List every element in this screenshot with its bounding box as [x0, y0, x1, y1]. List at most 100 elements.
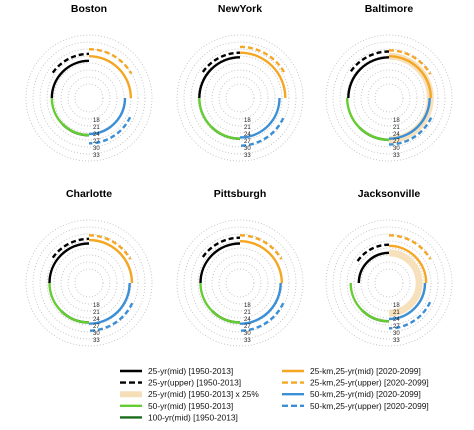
legend-item: 25-yr(upper) [1950-2013] — [120, 378, 241, 388]
ring-tick-label: 33 — [93, 338, 100, 344]
ring-tick-label: 21 — [93, 125, 100, 131]
legend-label: 25-yr(upper) [1950-2013] — [148, 378, 241, 388]
arc-25-yr-upper-1950-2013- — [356, 243, 390, 262]
ring-tick-label: 18 — [393, 118, 400, 124]
ring-tick-label: 27 — [244, 324, 251, 330]
legend-item: 25-yr(mid) [1950-2013] x 25% — [120, 389, 259, 399]
arc-25-km-25-yr-upper-2020-2099- — [239, 45, 286, 74]
ring-tick-label: 30 — [244, 331, 251, 337]
ring-tick-label: 24 — [93, 132, 100, 138]
arc-25-km-25-yr-upper-2020-2099- — [388, 234, 432, 260]
grid-ring — [325, 219, 453, 347]
arc-25-km-25-yr-mid-2020-2099- — [88, 238, 134, 284]
grid-ring — [353, 247, 425, 319]
ring-tick-label: 24 — [393, 132, 400, 138]
legend-label: 50-km,25-yr(upper) [2020-2099] — [310, 401, 429, 411]
grid-ring — [374, 83, 404, 113]
grid-ring — [346, 240, 432, 326]
arc-50-km-25-yr-upper-2020-2099- — [88, 302, 134, 332]
arc-25-km-25-yr-mid-2020-2099- — [388, 244, 428, 284]
arc-50-km-25-yr-upper-2020-2099- — [239, 117, 285, 147]
arc-50-yr-mid-1950-2013- — [349, 282, 390, 323]
grid-ring — [353, 62, 425, 134]
grid-ring — [225, 268, 255, 298]
ring-tick-label: 18 — [93, 303, 100, 309]
legend: 25-yr(mid) [1950-2013] 25-yr(upper) [1950… — [120, 366, 429, 422]
grid-ring — [197, 240, 283, 326]
grid-ring — [67, 76, 111, 120]
grid-ring — [190, 233, 290, 333]
grid-ring — [25, 219, 153, 347]
grid-ring — [32, 226, 146, 340]
grid-ring — [53, 62, 125, 134]
arc-50-km-25-yr-mid-2020-2099- — [388, 97, 431, 140]
grid-ring — [39, 233, 139, 333]
ring-tick-label: 27 — [393, 139, 400, 145]
ring-tick-label: 21 — [93, 310, 100, 316]
grid-ring — [176, 34, 304, 162]
arc-25-yr-mid-1950-2013- — [50, 59, 90, 99]
ring-tick-label: 30 — [244, 146, 251, 152]
arc-25-km-25-yr-mid-2020-2099- — [239, 51, 287, 99]
legend-label: 50-km,25-yr(mid) [2020-2099] — [310, 389, 421, 399]
grid-ring — [183, 41, 297, 155]
ring-tick-label: 18 — [93, 118, 100, 124]
grid-ring — [53, 247, 125, 319]
legend-label: 100-yr(mid) [1950-2013] — [148, 412, 238, 422]
ring-tick-label: 27 — [393, 324, 400, 330]
grid-ring — [339, 48, 439, 148]
ring-tick-label: 33 — [393, 338, 400, 344]
panel-title: NewYork — [218, 3, 262, 15]
ring-tick-label: 33 — [93, 153, 100, 159]
arc-25-yr-mid-1950-2013- — [199, 242, 241, 284]
grid-ring — [325, 34, 453, 162]
grid-ring — [176, 219, 304, 347]
ring-tick-label: 21 — [393, 310, 400, 316]
arc-50-yr-mid-1950-2013- — [48, 282, 90, 324]
grid-ring — [74, 268, 104, 298]
arc-50-km-25-yr-mid-2020-2099- — [388, 282, 427, 321]
legend-item: 50-yr(mid) [1950-2013] — [120, 401, 233, 411]
panels: Boston182124273033NewYork182124273033Bal… — [25, 3, 453, 347]
grid-ring — [183, 226, 297, 340]
arc-50-yr-mid-1950-2013- — [198, 97, 241, 140]
grid-ring — [74, 83, 104, 113]
arc-25-yr-upper-1950-2013- — [201, 51, 241, 73]
arc-25-yr-mid-1950-2013- — [48, 242, 90, 284]
ring-tick-label: 24 — [93, 317, 100, 323]
ring-tick-label: 33 — [244, 153, 251, 159]
arc-25-km-25-yr-upper-2020-2099- — [88, 234, 132, 260]
ring-tick-label: 27 — [93, 324, 100, 330]
grid-ring — [211, 69, 269, 127]
grid-ring — [39, 48, 139, 148]
grid-ring — [360, 69, 418, 127]
arc-50-km-25-yr-mid-2020-2099- — [239, 97, 281, 139]
legend-item: 50-km,25-yr(mid) [2020-2099] — [282, 389, 421, 399]
ring-tick-label: 24 — [244, 132, 251, 138]
legend-label: 50-yr(mid) [1950-2013] — [148, 401, 233, 411]
legend-item: 100-yr(mid) [1950-2013] — [120, 412, 238, 422]
grid-ring — [46, 55, 132, 141]
arc-50-yr-mid-1950-2013- — [50, 97, 90, 137]
arc-25-yr-upper-1950-2013- — [201, 236, 241, 258]
arc-50-km-25-yr-upper-2020-2099- — [388, 117, 433, 146]
legend-item: 50-km,25-yr(upper) [2020-2099] — [282, 401, 429, 411]
arc-25-yr-mid-1950-2013- — [357, 251, 390, 284]
grid-ring — [197, 55, 283, 141]
ring-tick-label: 27 — [93, 139, 100, 145]
grid-ring — [60, 69, 118, 127]
legend-label: 25-km,25-yr(mid) [2020-2099] — [310, 366, 421, 376]
arc-25-yr-upper-1950-2013- — [349, 50, 390, 73]
grid-ring — [332, 41, 446, 155]
panel-title: Boston — [71, 3, 107, 15]
grid-ring — [374, 268, 404, 298]
